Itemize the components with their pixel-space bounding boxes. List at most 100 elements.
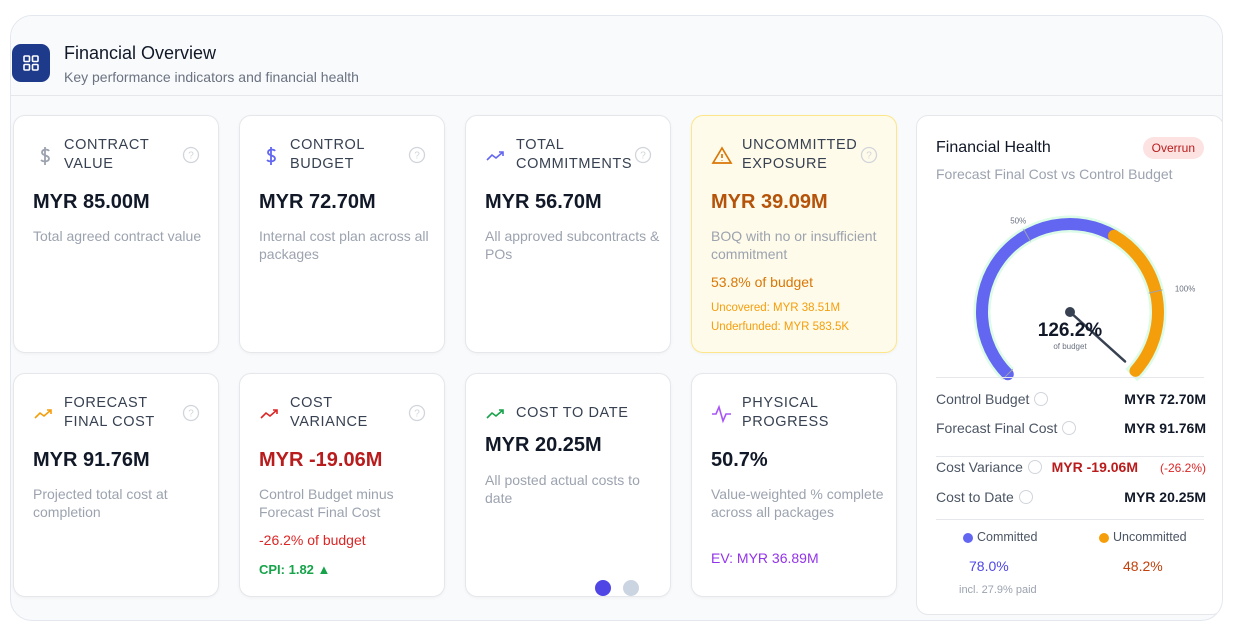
metric-note: (-26.2%) bbox=[1159, 461, 1206, 475]
svg-text:?: ? bbox=[188, 409, 194, 420]
icon bbox=[258, 402, 282, 431]
kpi-card: ? FORECAST FINAL COST MYR 91.76M Projected … bbox=[13, 373, 219, 597]
metric-label: Forecast Final Cost bbox=[936, 420, 1058, 436]
kpi-label: UNCOMMITTED EXPOSURE bbox=[742, 137, 858, 172]
metric-row: Cost to Date MYR 20.25M bbox=[936, 489, 1206, 505]
gauge-arc bbox=[1108, 229, 1164, 377]
kpi-label: CONTROL BUDGET bbox=[290, 137, 365, 172]
metric-label: Cost to Date bbox=[936, 489, 1014, 505]
legend-name: Uncommitted bbox=[1113, 530, 1187, 544]
help-icon[interactable]: ? bbox=[408, 146, 426, 169]
kpi-extra: CPI: 1.82 ▲ bbox=[259, 562, 331, 577]
icon bbox=[710, 402, 734, 431]
kpi-extra: Underfunded: MYR 583.5K bbox=[711, 321, 850, 333]
kpi-extra: EV: MYR 36.89M bbox=[711, 550, 819, 566]
svg-text:?: ? bbox=[640, 151, 646, 162]
kpi-value: MYR 91.76M bbox=[33, 449, 150, 471]
badge: Overrun bbox=[1142, 137, 1204, 159]
svg-text:?: ? bbox=[866, 151, 872, 162]
health-panel: Financial Health Overrun Forecast Final … bbox=[916, 115, 1222, 615]
kpi-label: FORECAST FINAL COST bbox=[64, 395, 155, 430]
help-icon[interactable]: ? bbox=[182, 404, 200, 427]
help-icon[interactable]: ? bbox=[408, 404, 426, 427]
kpi-card: COST TO DATE MYR 20.25M All posted actual … bbox=[465, 373, 671, 597]
kpi-description: Internal cost plan across all packages bbox=[259, 228, 429, 262]
icon bbox=[32, 402, 56, 431]
help-icon[interactable]: ? bbox=[182, 146, 200, 169]
kpi-value: MYR 20.25M bbox=[485, 434, 602, 456]
footnote: incl. 27.9% paid bbox=[959, 584, 1037, 596]
kpi-card: PHYSICAL PROGRESS 50.7% Value-weighted % c… bbox=[691, 373, 897, 597]
gauge-tick bbox=[1148, 289, 1163, 294]
kpi-description: All approved subcontracts & POs bbox=[485, 228, 660, 262]
kpi-label: PHYSICAL PROGRESS bbox=[742, 395, 829, 430]
overview-panel: Financial Overview Key performance indic… bbox=[10, 15, 1223, 621]
needle-hub bbox=[1065, 307, 1075, 317]
kpi-extra: 53.8% of budget bbox=[711, 274, 813, 290]
gauge-tick-label: 100% bbox=[1175, 284, 1195, 293]
gauge-arc bbox=[976, 218, 1120, 381]
metric-value: MYR -19.06M bbox=[1051, 459, 1138, 475]
kpi-label: TOTAL COMMITMENTS bbox=[516, 137, 633, 172]
metric-row: Cost Variance MYR -19.06M (-26.2%) bbox=[936, 459, 1206, 475]
kpi-description: BOQ with no or insufficient commitment bbox=[711, 228, 877, 262]
help-icon bbox=[1062, 421, 1077, 435]
svg-text:?: ? bbox=[188, 151, 194, 162]
needle bbox=[1068, 310, 1127, 363]
kpi-description: Total agreed contract value bbox=[33, 228, 202, 244]
metric-label: Control Budget bbox=[936, 391, 1030, 407]
kpi-card: ? COST VARIANCE MYR -19.06M Control Budget … bbox=[239, 373, 445, 597]
subtitle: Key performance indicators and financial… bbox=[64, 69, 359, 85]
legend-name: Committed bbox=[977, 530, 1038, 544]
svg-text:?: ? bbox=[414, 151, 420, 162]
gauge-tick bbox=[1023, 228, 1031, 242]
title: Financial Overview bbox=[64, 43, 217, 63]
gauge: 0%50%100%126.2%of budget bbox=[973, 215, 1195, 381]
kpi-value: MYR 39.09M bbox=[711, 191, 828, 213]
kpi-description: Control Budget minus Forecast Final Cost bbox=[259, 486, 394, 520]
kpi-card: ? CONTROL BUDGET MYR 72.70M Internal cost p… bbox=[239, 115, 445, 353]
kpi-extra: -26.2% of budget bbox=[259, 532, 366, 548]
kpi-value: MYR -19.06M bbox=[259, 449, 383, 471]
header: Financial Overview Key performance indic… bbox=[11, 16, 1222, 96]
metric-value: MYR 20.25M bbox=[1124, 489, 1206, 505]
legend-value: 78.0% bbox=[969, 558, 1009, 574]
kpi-label: COST VARIANCE bbox=[290, 395, 368, 430]
icon bbox=[484, 402, 508, 431]
metric-row: Control Budget MYR 72.70M bbox=[936, 391, 1206, 407]
icon bbox=[484, 144, 508, 173]
help-icon[interactable]: ? bbox=[860, 146, 878, 169]
kpi-extra: Uncovered: MYR 38.51M bbox=[711, 302, 841, 314]
icon bbox=[32, 144, 56, 173]
gauge-caption: of budget bbox=[1053, 342, 1087, 351]
kpi-label: COST TO DATE bbox=[516, 405, 629, 421]
kpi-value: 50.7% bbox=[711, 449, 768, 471]
help-icon[interactable]: ? bbox=[634, 146, 652, 169]
gauge-tick-label: 50% bbox=[1010, 216, 1026, 225]
pager[interactable] bbox=[591, 578, 641, 598]
legend-dot bbox=[1099, 533, 1109, 543]
metric-value: MYR 72.70M bbox=[1124, 391, 1206, 407]
metric-row: Forecast Final Cost MYR 91.76M bbox=[936, 420, 1206, 436]
kpi-value: MYR 72.70M bbox=[259, 191, 376, 213]
help-icon bbox=[1018, 490, 1033, 504]
metric-value: MYR 91.76M bbox=[1124, 420, 1206, 436]
gauge-value: 126.2% bbox=[1038, 320, 1103, 341]
health-subtitle: Forecast Final Cost vs Control Budget bbox=[936, 166, 1173, 182]
logo bbox=[12, 44, 50, 82]
kpi-value: MYR 56.70M bbox=[485, 191, 602, 213]
kpi-label: CONTRACT VALUE bbox=[64, 137, 150, 172]
legend-dot bbox=[963, 533, 973, 543]
kpi-description: All posted actual costs to date bbox=[485, 472, 640, 506]
kpi-card: ? CONTRACT VALUE MYR 85.00M Total agreed co… bbox=[13, 115, 219, 353]
metric-label: Cost Variance bbox=[936, 459, 1023, 475]
kpi-value: MYR 85.00M bbox=[33, 191, 150, 213]
help-icon bbox=[1034, 392, 1049, 406]
up-icon: ▲ bbox=[313, 562, 331, 577]
help-icon bbox=[1027, 460, 1042, 474]
kpi-card: ? UNCOMMITTED EXPOSURE MYR 39.09M BOQ with … bbox=[691, 115, 897, 353]
legend-value: 48.2% bbox=[1123, 558, 1163, 574]
icon bbox=[258, 144, 282, 173]
kpi-description: Projected total cost at completion bbox=[33, 486, 168, 520]
